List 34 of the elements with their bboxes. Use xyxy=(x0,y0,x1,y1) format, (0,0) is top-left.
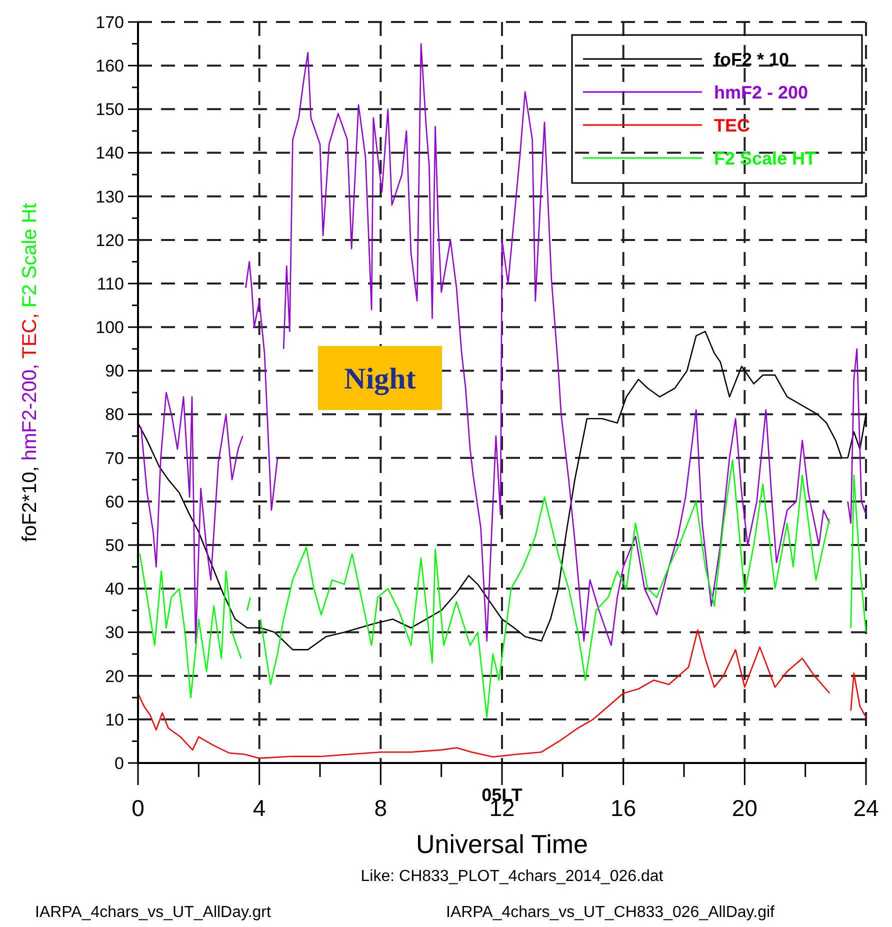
y-axis-title: foF2*10, hmF2-200, TEC, F2 Scale Ht xyxy=(19,202,41,542)
y-tick-label: 50 xyxy=(105,536,124,556)
x-tick-label: 4 xyxy=(252,795,266,821)
annotation: Night xyxy=(344,362,416,396)
y-tick-label: 130 xyxy=(96,187,124,206)
y-tick-label: 30 xyxy=(105,623,124,642)
y-tick-label: 160 xyxy=(96,56,124,76)
y-tick-label: 100 xyxy=(96,318,124,338)
text: Like: CH833_PLOT_4chars_2014_026.dat xyxy=(360,868,664,885)
x-tick-label: 8 xyxy=(374,795,388,821)
x-tick-label: 0 xyxy=(132,795,144,821)
y-tick-label: 70 xyxy=(105,448,124,468)
y-tick-label: 60 xyxy=(105,492,124,512)
x-axis-title: Universal Time xyxy=(416,829,588,859)
x-tick-label: 20 xyxy=(732,795,758,821)
y-tick-label: 120 xyxy=(96,230,124,250)
y-tick-label: 170 xyxy=(96,12,124,32)
text: TEC xyxy=(714,115,750,136)
text: IARPA_4chars_vs_UT_CH833_026_AllDay.gif xyxy=(446,904,776,921)
y-tick-label: 20 xyxy=(105,666,124,686)
x-tick-label: 16 xyxy=(610,795,636,821)
x-tick-label: 24 xyxy=(853,795,879,821)
y-tick-label: 90 xyxy=(105,362,124,381)
y-tick-label: 110 xyxy=(96,274,124,294)
text: hmF2 - 200 xyxy=(714,82,808,102)
y-tick-label: 0 xyxy=(114,754,124,773)
text: foF2 * 10 xyxy=(714,49,790,70)
y-tick-label: 140 xyxy=(96,144,124,163)
y-tick-label: 80 xyxy=(105,405,124,424)
text: IARPA_4chars_vs_UT_AllDay.grt xyxy=(35,904,272,921)
text: F2 Scale HT xyxy=(714,148,816,168)
y-tick-label: 40 xyxy=(105,580,124,599)
y-tick-label: 10 xyxy=(105,710,124,730)
y-tick-label: 150 xyxy=(96,100,124,120)
